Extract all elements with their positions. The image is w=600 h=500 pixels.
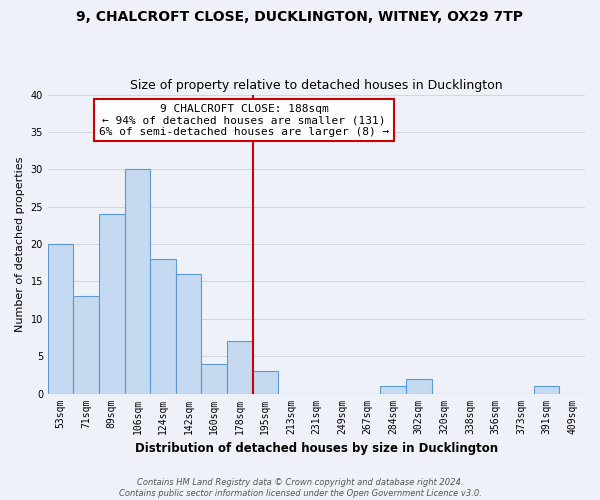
Bar	[150, 259, 176, 394]
Bar	[380, 386, 406, 394]
Bar	[534, 386, 559, 394]
Text: 9, CHALCROFT CLOSE, DUCKLINGTON, WITNEY, OX29 7TP: 9, CHALCROFT CLOSE, DUCKLINGTON, WITNEY,…	[77, 10, 523, 24]
Y-axis label: Number of detached properties: Number of detached properties	[15, 156, 25, 332]
Bar	[99, 214, 125, 394]
Bar	[253, 371, 278, 394]
Bar	[406, 378, 431, 394]
Bar	[227, 341, 253, 394]
Bar	[176, 274, 202, 394]
Bar	[73, 296, 99, 394]
Title: Size of property relative to detached houses in Ducklington: Size of property relative to detached ho…	[130, 79, 503, 92]
Bar	[48, 244, 73, 394]
Text: Contains HM Land Registry data © Crown copyright and database right 2024.
Contai: Contains HM Land Registry data © Crown c…	[119, 478, 481, 498]
Bar	[202, 364, 227, 394]
X-axis label: Distribution of detached houses by size in Ducklington: Distribution of detached houses by size …	[135, 442, 498, 455]
Text: 9 CHALCROFT CLOSE: 188sqm
← 94% of detached houses are smaller (131)
6% of semi-: 9 CHALCROFT CLOSE: 188sqm ← 94% of detac…	[99, 104, 389, 136]
Bar	[125, 170, 150, 394]
